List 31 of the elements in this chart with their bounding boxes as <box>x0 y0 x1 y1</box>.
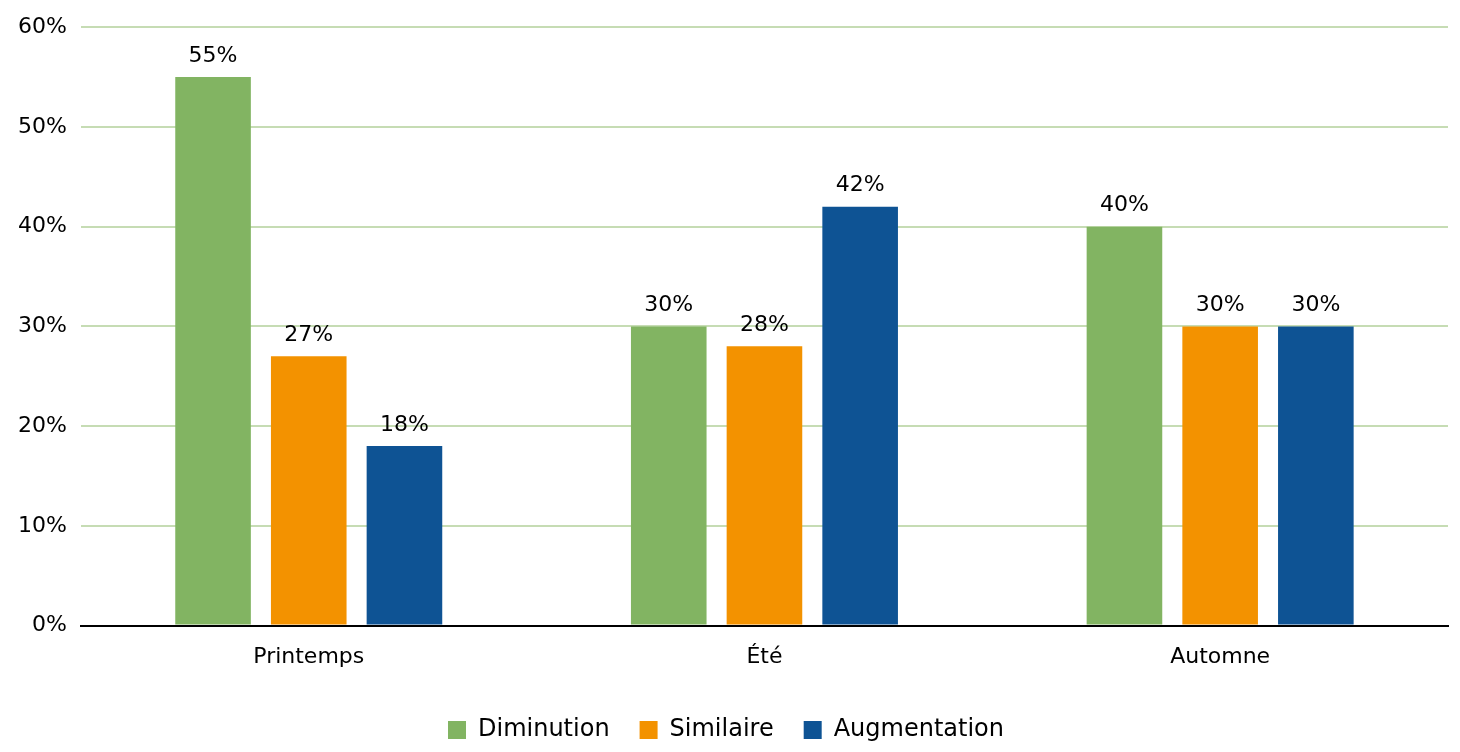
bar <box>175 77 251 625</box>
y-tick-label: 30% <box>17 312 67 338</box>
data-label: 40% <box>1100 191 1149 217</box>
bar <box>1086 226 1163 625</box>
y-tick-label: 10% <box>17 511 67 537</box>
bar <box>366 446 443 625</box>
data-label: 42% <box>835 171 885 197</box>
x-tick-label: Automne <box>1170 642 1271 668</box>
legend-label: Augmentation <box>833 714 1004 743</box>
data-label: 30% <box>1291 291 1341 317</box>
x-tick-label: Printemps <box>253 642 365 668</box>
y-tick-label: 0% <box>31 611 67 637</box>
bar <box>726 346 803 625</box>
y-tick-label: 60% <box>17 12 67 38</box>
data-label: 18% <box>379 410 429 436</box>
y-tick-label: 50% <box>17 112 67 138</box>
data-label: 30% <box>1195 291 1245 317</box>
data-label: 28% <box>740 311 789 337</box>
bar <box>1278 326 1354 625</box>
bar <box>822 206 898 625</box>
bar <box>270 356 347 625</box>
y-tick-label: 40% <box>17 212 67 238</box>
bar <box>1182 326 1258 625</box>
x-tick-label: Été <box>746 642 783 668</box>
y-tick-label: 20% <box>17 411 67 437</box>
data-label: 27% <box>284 321 334 347</box>
data-label: 30% <box>644 291 694 317</box>
legend-label: Similaire <box>669 714 774 743</box>
legend-label: Diminution <box>478 714 610 743</box>
data-label: 55% <box>188 41 238 67</box>
bar <box>630 326 707 625</box>
